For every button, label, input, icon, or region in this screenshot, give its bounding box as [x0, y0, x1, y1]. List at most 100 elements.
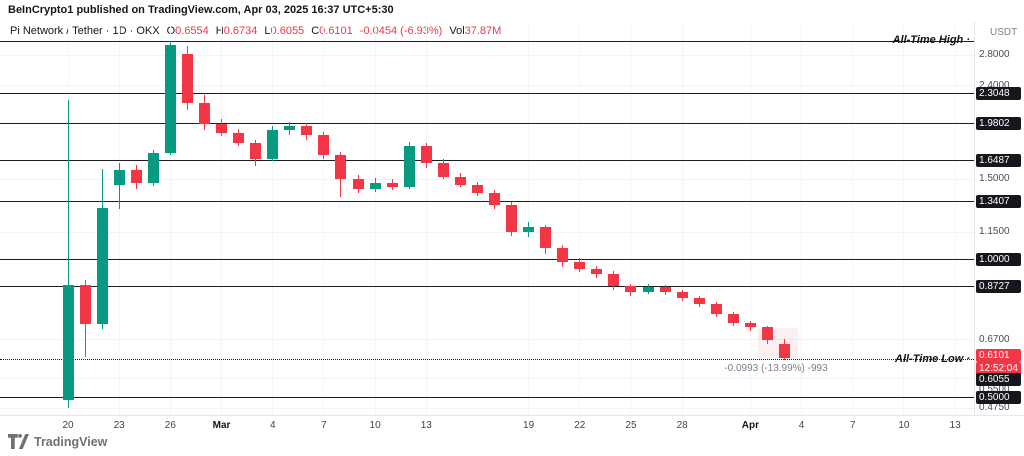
candle-body [164, 45, 176, 154]
time-axis-label: Mar [212, 420, 231, 431]
time-axis-label: Apr [741, 420, 759, 431]
grid-line-vertical [272, 24, 274, 415]
candle-body [250, 142, 262, 160]
horizontal-ray-line [0, 259, 974, 261]
candle-body [130, 170, 142, 184]
candle-body [454, 176, 466, 185]
candle-body [523, 226, 535, 233]
candle-body [506, 204, 518, 233]
candle-body [420, 146, 432, 163]
ohlc-high: H0.6734 [216, 25, 258, 37]
time-axis-label: 10 [369, 420, 381, 431]
time-axis-label: 13 [420, 420, 432, 431]
grid-line-vertical [852, 24, 854, 415]
candle-body [284, 125, 296, 131]
grid-line-horizontal [0, 178, 974, 180]
time-axis-label: 7 [321, 420, 327, 431]
time-axis-label: 4 [798, 420, 805, 431]
candle-body [489, 192, 500, 205]
time-axis-label: 4 [269, 420, 276, 431]
all-time-low-label[interactable]: All-Time Low · [895, 352, 970, 365]
candle-body [113, 170, 125, 185]
candle-body [198, 102, 210, 124]
ohlc-close: C0.6101 [311, 25, 353, 37]
candle-body [642, 287, 654, 293]
low-price-badge: 0.6055 [976, 372, 1021, 386]
grid-line-vertical [221, 24, 223, 415]
price-level-badge: 0.8727 [976, 280, 1021, 294]
ohlc-open-value: 0.6554 [175, 25, 209, 37]
ohlc-low-value: 0.6055 [270, 25, 305, 37]
last-price-badge: 0.6101 [976, 348, 1021, 362]
price-level-badge: 1.9802 [976, 117, 1021, 131]
all-time-high-label[interactable]: All-Time High · [892, 34, 970, 47]
price-axis-label: 2.8000 [979, 49, 1010, 60]
candle-body [79, 285, 91, 324]
grid-line-vertical [801, 24, 803, 415]
price-level-badge: 2.3048 [976, 87, 1021, 101]
time-axis-label: 10 [898, 420, 910, 431]
grid-line-vertical [954, 24, 956, 415]
time-axis-label: 28 [676, 420, 688, 431]
price-level-badge: 0.5000 [976, 391, 1021, 405]
price-axis-label: 0.4750 [979, 402, 1010, 413]
candle-body [779, 343, 791, 359]
price-level-badge: 1.0000 [976, 253, 1021, 267]
horizontal-ray-line [0, 40, 974, 42]
candle-body [147, 153, 159, 184]
grid-line-vertical [749, 24, 751, 415]
grid-line-vertical [681, 24, 683, 415]
horizontal-ray-line [0, 159, 974, 161]
time-axis-label: 13 [949, 420, 961, 431]
ohlc-open-label: O [166, 25, 176, 37]
candle-body [676, 292, 688, 299]
chart-legend: Pi Network / Tether · 1D · OKX O0.6554 H0.… [10, 25, 501, 37]
candle-body [693, 298, 705, 305]
time-axis-label: 25 [625, 420, 637, 431]
candle-body [96, 207, 108, 324]
candle-body [727, 313, 739, 324]
tradingview-logo[interactable]: TradingView [8, 434, 107, 449]
candle-body [761, 327, 773, 341]
grid-line-vertical [425, 24, 427, 415]
ohlc-open: O0.6554 [167, 25, 209, 37]
grid-line-vertical [579, 24, 581, 415]
tradingview-icon [8, 434, 29, 449]
price-axis-currency[interactable]: USDT [990, 27, 1018, 38]
grid-line-vertical [169, 24, 171, 415]
candle-body [216, 123, 228, 134]
candle-body [625, 286, 637, 293]
all-time-low-line [0, 359, 974, 361]
candle-body [557, 248, 569, 262]
grid-line-horizontal [0, 231, 974, 233]
candle-body [233, 133, 245, 143]
horizontal-ray-line [0, 123, 974, 125]
candle-body [318, 135, 330, 156]
symbol-title[interactable]: Pi Network / Tether · 1D · OKX [10, 25, 160, 37]
horizontal-ray-line [0, 201, 974, 203]
price-axis-label: 0.6700 [979, 333, 1010, 345]
candle-body [659, 287, 671, 293]
tradingview-wordmark: TradingView [34, 434, 108, 449]
volume-value: 37.87M [464, 25, 502, 37]
ohlc-high-label: H [215, 25, 224, 37]
candle-body [540, 226, 552, 249]
time-axis-label: 22 [574, 420, 586, 431]
candle-body [471, 184, 483, 193]
price-level-badge: 1.6487 [976, 153, 1021, 167]
grid-line-horizontal [0, 54, 974, 56]
grid-line-horizontal [0, 407, 974, 409]
ohlc-high-value: 0.6734 [223, 25, 258, 37]
candle-body [437, 162, 449, 177]
candle-body [403, 146, 415, 188]
candle-body [181, 53, 193, 103]
price-axis-label: 0.5500 [979, 384, 1010, 395]
time-axis-border [0, 415, 1024, 416]
ohlc-low-label: L [264, 25, 271, 37]
grid-line-vertical [630, 24, 632, 415]
attribution-text: BeInCrypto1 published on TradingView.com… [8, 4, 394, 16]
candle-body [591, 269, 603, 275]
time-axis-label: 26 [164, 420, 176, 431]
